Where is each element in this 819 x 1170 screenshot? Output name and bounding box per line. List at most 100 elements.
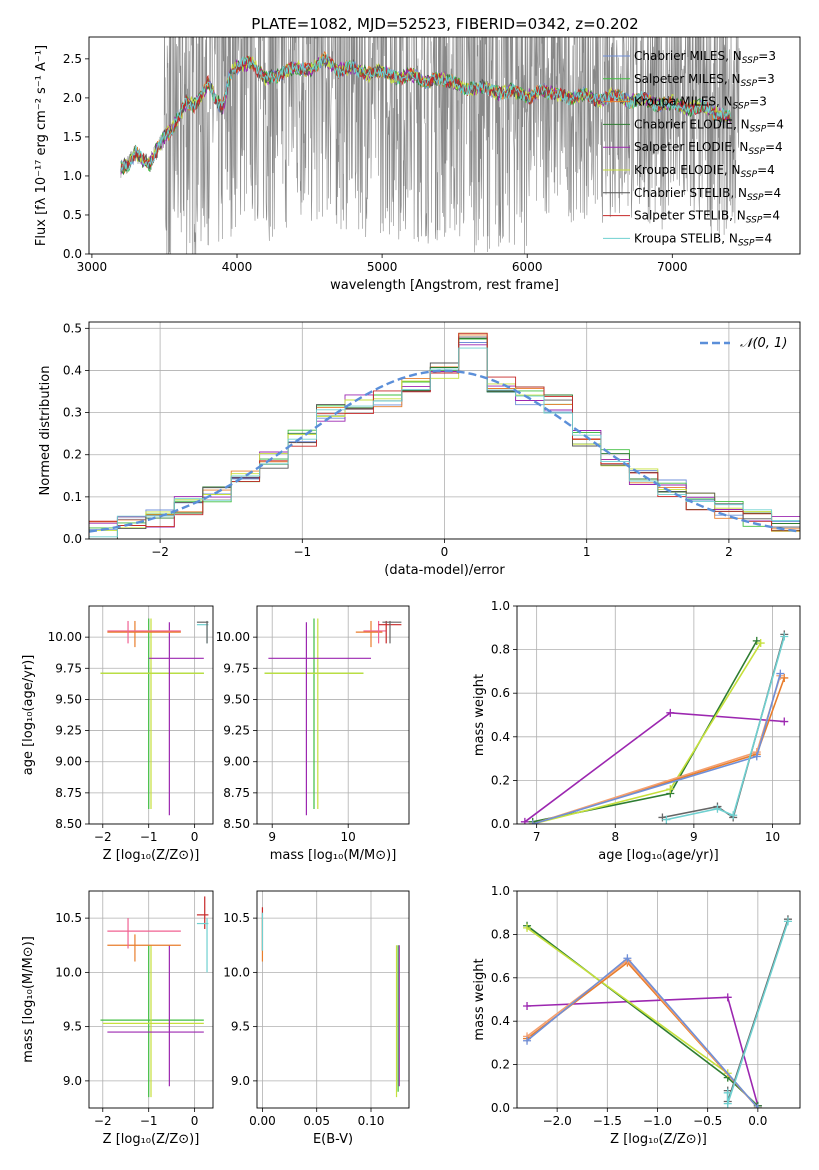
y-tick-label: 2.5 [63, 52, 82, 66]
x-tick-label: −0.5 [693, 1114, 722, 1128]
x-tick-label: 2 [725, 545, 733, 559]
data-point-marker [723, 1088, 732, 1097]
x-axis-label: Z [log₁₀(Z/Z⊙)] [103, 1132, 200, 1147]
data-point-marker [753, 1104, 762, 1108]
x-tick-label: 6000 [512, 260, 543, 274]
x-tick-label: 10 [341, 830, 356, 844]
legend-entry-text: Kroupa ELODIE, NSSP=4 [634, 163, 775, 180]
x-axis-label: Z [log₁₀(Z/Z⊙)] [610, 1132, 707, 1147]
y-tick-label: 0.2 [63, 448, 82, 462]
plot-area [89, 322, 800, 539]
data-point-marker [752, 752, 761, 761]
y-tick-label: 9.5 [63, 1020, 82, 1034]
mass-weight-line [524, 711, 785, 823]
y-tick-label: 9.0 [231, 1074, 250, 1088]
data-point-marker [723, 1099, 732, 1108]
y-tick-label: 0.0 [63, 532, 82, 546]
model-spectrum-line [120, 53, 731, 173]
observed-spectrum [120, 37, 740, 254]
y-tick-label: 9.00 [223, 755, 250, 769]
axes-frame [88, 605, 214, 825]
x-tick-label: 5000 [367, 260, 398, 274]
residual-histogram [89, 337, 800, 539]
y-tick-label: 9.25 [223, 724, 250, 738]
axes-frame [88, 890, 214, 1109]
data-point-marker [523, 923, 532, 932]
y-axis-label: mass weight [472, 958, 487, 1040]
x-tick-label: −1 [140, 830, 158, 844]
data-point-marker [528, 820, 537, 824]
y-tick-label: 0.8 [491, 643, 510, 657]
y-tick-label: 0.0 [491, 817, 510, 831]
data-point-marker [729, 811, 738, 820]
data-point-marker [713, 804, 722, 813]
x-tick-label: 0 [191, 1114, 199, 1128]
x-tick-label: −1.5 [593, 1114, 622, 1128]
x-tick-label: 7000 [657, 260, 688, 274]
x-tick-label: 3000 [77, 260, 108, 274]
y-tick-label: 1.0 [63, 169, 82, 183]
y-tick-label: 9.75 [55, 661, 82, 675]
mass-weight-line [526, 957, 759, 1108]
normal-curve [89, 369, 800, 533]
y-tick-label: 8.50 [223, 817, 250, 831]
data-point-marker [723, 993, 732, 1002]
plot-area [89, 606, 213, 824]
panel-mass_vs_EBV: 0.00 0.05 0.10 9.0 9.5 10.0 10.5 E(B-V) [223, 890, 410, 1147]
y-tick-label: 10.00 [216, 630, 250, 644]
x-tick-label: 9 [268, 830, 276, 844]
x-tick-label: −2 [94, 830, 112, 844]
x-tick-label: 0.10 [358, 1114, 385, 1128]
mass-weight-line [532, 642, 762, 824]
x-tick-label: 10 [765, 830, 780, 844]
legend-entry-text: Chabrier MILES, NSSP=3 [634, 49, 776, 66]
data-point-marker [776, 669, 785, 678]
y-axis-label: mass [log₁₀(M/M⊙)] [21, 936, 36, 1063]
residual-histogram [89, 336, 800, 539]
y-tick-label: 9.25 [55, 724, 82, 738]
mass-weight-line [532, 677, 786, 824]
x-tick-label: −2.0 [543, 1114, 572, 1128]
legend-entry-text: Chabrier ELODIE, NSSP=4 [634, 117, 784, 134]
y-tick-label: 9.5 [231, 1020, 250, 1034]
y-tick-label: 0.6 [491, 686, 510, 700]
panel-age_vs_Z: −2 −1 0 8.50 8.75 9.00 9.25 9.50 9.75 10.00 Z [log… [21, 605, 214, 863]
y-tick-label: 1.0 [491, 884, 510, 898]
y-tick-label: 0.6 [491, 971, 510, 985]
legend-entry-text: Kroupa STELIB, NSSP=4 [634, 231, 772, 248]
y-tick-label: 2.0 [63, 91, 82, 105]
y-axis-label: age [log₁₀(age/yr)] [21, 655, 36, 776]
y-tick-label: 9.50 [55, 692, 82, 706]
x-axis-label: Z [log₁₀(Z/Z⊙)] [103, 848, 200, 863]
y-tick-label: 0.0 [63, 247, 82, 261]
plot-area [257, 891, 409, 1108]
panel-massweight_vs_Z: −2.0 −1.5 −1.0 −0.5 0.0 0.0 0.2 0.4 0.6 0.8 1.0 Z [… [472, 884, 801, 1147]
y-tick-label: 10.5 [223, 911, 250, 925]
figure-title: PLATE=1082, MJD=52523, FIBERID=0342, z=0… [251, 15, 638, 33]
legend-entry-text: Salpeter MILES, NSSP=3 [634, 72, 775, 89]
data-point-marker [756, 639, 765, 648]
plot-area [89, 891, 213, 1108]
x-tick-label: 7 [533, 830, 541, 844]
y-tick-label: 0.2 [491, 1058, 510, 1072]
y-tick-label: 9.0 [63, 1074, 82, 1088]
panel-age_vs_mass: 9 10 8.50 8.75 9.00 9.25 9.50 9.75 10.00 mass [lo… [216, 605, 410, 863]
data-point-marker [520, 817, 529, 824]
x-tick-label: −1 [293, 545, 311, 559]
mass-weight-line [526, 959, 759, 1108]
x-axis-label: (data-model)/error [384, 563, 505, 578]
x-tick-label: 9 [690, 830, 698, 844]
panel-massweight_vs_age: 7 8 9 10 0.0 0.2 0.4 0.6 0.8 1.0 age [log₁₀(age/yr… [472, 599, 801, 863]
data-point-marker [780, 717, 789, 726]
y-tick-label: 10.5 [55, 911, 82, 925]
y-tick-label: 10.0 [55, 965, 82, 979]
x-axis-label: age [log₁₀(age/yr)] [598, 848, 719, 863]
y-tick-label: 0.4 [491, 730, 510, 744]
data-point-marker [783, 917, 792, 926]
legend-entry-text: Kroupa MILES, NSSP=3 [634, 95, 767, 112]
plot-area [517, 606, 800, 824]
y-tick-label: 1.0 [491, 599, 510, 613]
x-tick-label: 0.0 [748, 1114, 767, 1128]
x-tick-label: −1 [140, 1114, 158, 1128]
y-axis-label: Flux [fλ 10⁻¹⁷ erg cm⁻² s⁻¹ A⁻¹] [34, 45, 49, 246]
